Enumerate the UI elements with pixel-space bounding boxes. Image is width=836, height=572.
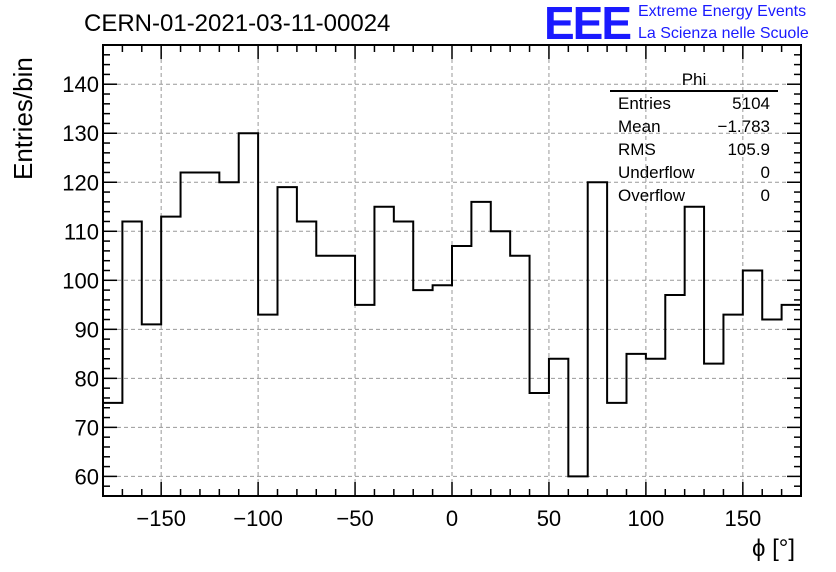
y-tick-label: 110	[64, 219, 99, 244]
stat-row-rms: RMS 105.9	[610, 138, 778, 161]
stat-label: Entries	[618, 94, 671, 113]
stat-row-underflow: Underflow 0	[610, 161, 778, 184]
x-axis-label: ϕ [°]	[752, 535, 796, 562]
y-axis-label: Entries/bin	[8, 57, 38, 180]
x-tick-label: 100	[628, 506, 665, 531]
axis-ticks	[103, 45, 801, 496]
y-tick-label: 100	[62, 268, 99, 293]
y-tick-label: 130	[62, 121, 99, 146]
stat-row-overflow: Overflow 0	[610, 184, 778, 207]
eee-logo: EEE	[544, 0, 632, 49]
y-tick-label: 70	[75, 415, 99, 440]
stat-value: 0	[760, 186, 770, 205]
stats-box: Phi Entries 5104 Mean −1.783 RMS 105.9 U…	[610, 70, 778, 207]
x-tick-label: 50	[537, 506, 561, 531]
y-tick-label: 60	[75, 464, 99, 489]
run-title: CERN-01-2021-03-11-00024	[84, 10, 391, 37]
org-name: Extreme Energy Events	[638, 3, 807, 20]
y-tick-label: 80	[75, 366, 99, 391]
y-tick-label: 120	[62, 170, 99, 195]
y-tick-label: 140	[62, 72, 99, 97]
stat-label: Underflow	[618, 163, 695, 182]
stat-value: 0	[760, 163, 770, 182]
org-subtitle: La Scienza nelle Scuole	[638, 25, 809, 42]
y-tick-label: 90	[75, 317, 99, 342]
stat-value: 5104	[732, 94, 770, 113]
x-tick-label: 150	[724, 506, 761, 531]
stat-value: 105.9	[727, 140, 770, 159]
x-tick-label: −50	[336, 506, 373, 531]
stat-value: −1.783	[717, 117, 770, 136]
stats-title: Phi	[610, 70, 778, 92]
x-tick-label: 0	[446, 506, 458, 531]
stat-label: Mean	[618, 117, 661, 136]
stat-row-entries: Entries 5104	[610, 92, 778, 115]
x-tick-label: −100	[233, 506, 283, 531]
tick-labels: −150 −100 −50 0 50 100 150 60 70 80 90 100 110 120 130…	[62, 72, 761, 531]
x-tick-label: −150	[136, 506, 186, 531]
histogram-series	[102, 132, 801, 496]
stat-row-mean: Mean −1.783	[610, 115, 778, 138]
stat-label: RMS	[618, 140, 656, 159]
stat-label: Overflow	[618, 186, 686, 205]
